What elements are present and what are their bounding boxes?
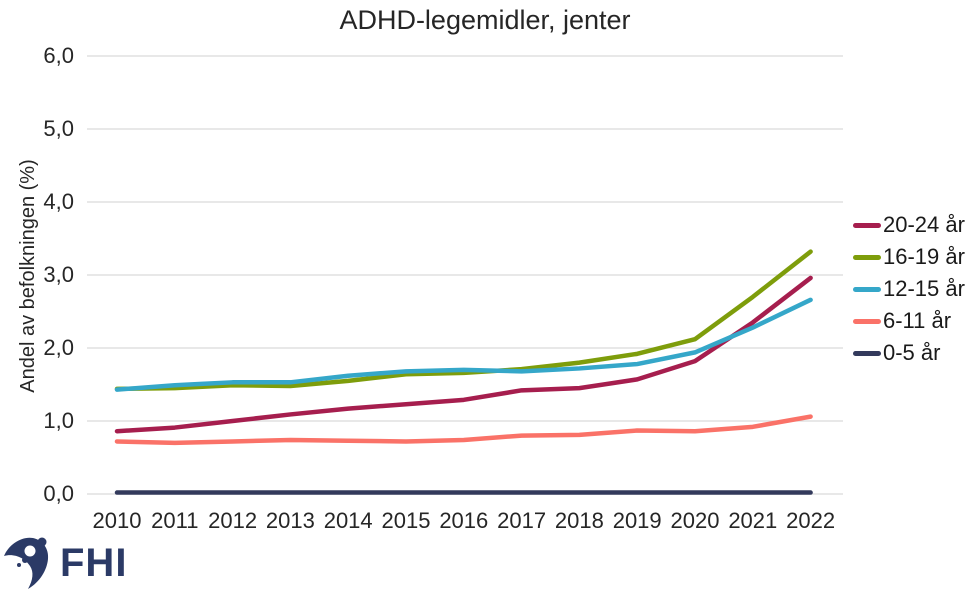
legend-swatch [853, 222, 881, 228]
fhi-logo: FHI [4, 536, 127, 589]
series-line-16-19-år [114, 249, 813, 392]
x-tick-label: 2011 [151, 508, 199, 533]
series-line-6-11-år [114, 414, 813, 446]
legend-item-20-24-år: 20-24 år [853, 209, 965, 241]
legend-label: 6-11 år [883, 308, 952, 333]
x-tick-label: 2010 [92, 508, 142, 533]
legend-label: 16-19 år [883, 244, 965, 269]
x-tick-label: 2012 [208, 508, 258, 533]
y-tick-label: 0,0 [43, 481, 74, 506]
chart-title: ADHD-legemidler, jenter [339, 5, 631, 35]
y-tick-label: 5,0 [43, 116, 74, 141]
y-tick-label: 4,0 [43, 189, 74, 214]
x-tick-label: 2019 [612, 508, 662, 533]
series-line-20-24-år [114, 275, 813, 434]
y-tick-label: 6,0 [43, 43, 74, 68]
legend-item-12-15-år: 12-15 år [853, 273, 965, 305]
legend-item-6-11-år: 6-11 år [853, 305, 965, 337]
y-tick-label: 3,0 [43, 262, 74, 287]
fhi-logo-text: FHI [60, 540, 128, 585]
x-tick-label: 2016 [439, 508, 489, 533]
legend: 20-24 år 16-19 år 12-15 år 6-11 år 0-5 år [853, 209, 965, 369]
legend-swatch [853, 254, 881, 260]
x-tick-label: 2020 [670, 508, 720, 533]
y-tick-label: 1,0 [43, 408, 74, 433]
x-tick-label: 2014 [323, 508, 373, 533]
x-tick-label: 2022 [786, 508, 836, 533]
x-tick-label: 2021 [728, 508, 778, 533]
x-tick-label: 2018 [554, 508, 604, 533]
x-tick-label: 2015 [381, 508, 431, 533]
legend-item-0-5-år: 0-5 år [853, 337, 965, 369]
legend-item-16-19-år: 16-19 år [853, 241, 965, 273]
legend-swatch [853, 286, 881, 292]
x-tick-label: 2013 [265, 508, 315, 533]
legend-label: 20-24 år [883, 212, 965, 237]
fhi-logo-icon [4, 537, 49, 589]
y-tick-label: 2,0 [43, 335, 74, 360]
x-tick-label: 2017 [497, 508, 547, 533]
legend-swatch [853, 318, 881, 324]
series-line-12-15-år [114, 297, 813, 392]
legend-label: 12-15 år [883, 276, 965, 301]
legend-label: 0-5 år [883, 340, 941, 365]
legend-swatch [853, 350, 881, 356]
